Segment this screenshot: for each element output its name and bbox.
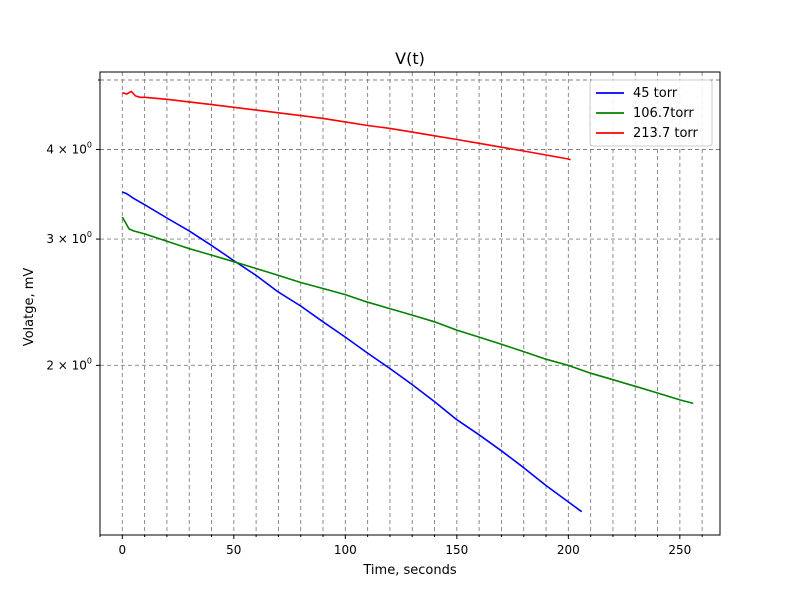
grid <box>99 72 720 535</box>
chart-title: V(t) <box>395 49 425 68</box>
y-axis-label: Volatge, mV <box>22 268 37 347</box>
series-lines <box>121 90 694 513</box>
x-tick-label: 250 <box>668 543 691 557</box>
x-tick-label: 100 <box>334 543 357 557</box>
legend-label: 213.7 torr <box>633 126 699 141</box>
x-tick-label: 50 <box>226 543 241 557</box>
x-tick-label: 0 <box>118 543 126 557</box>
y-tick-label: 3 × 100 <box>46 230 92 246</box>
x-axis-label: Time, seconds <box>362 563 456 578</box>
legend: 45 torr 106.7torr 213.7 torr <box>589 79 713 147</box>
x-tick-label: 150 <box>445 543 468 557</box>
legend-label: 45 torr <box>633 86 678 101</box>
legend-label: 106.7torr <box>633 106 694 121</box>
series-line-1 <box>122 191 583 513</box>
series-line-3 <box>122 90 571 161</box>
y-tick-label: 2 × 100 <box>46 356 92 372</box>
legend-box <box>589 79 713 147</box>
y-tick-label: 4 × 100 <box>46 140 92 156</box>
axis-ticks: 0 50 100 150 200 250 2 × 100 3 × 100 4 × 100 <box>46 79 703 557</box>
series-line-2 <box>121 216 694 405</box>
plot-frame <box>99 71 721 536</box>
x-tick-label: 200 <box>557 543 580 557</box>
